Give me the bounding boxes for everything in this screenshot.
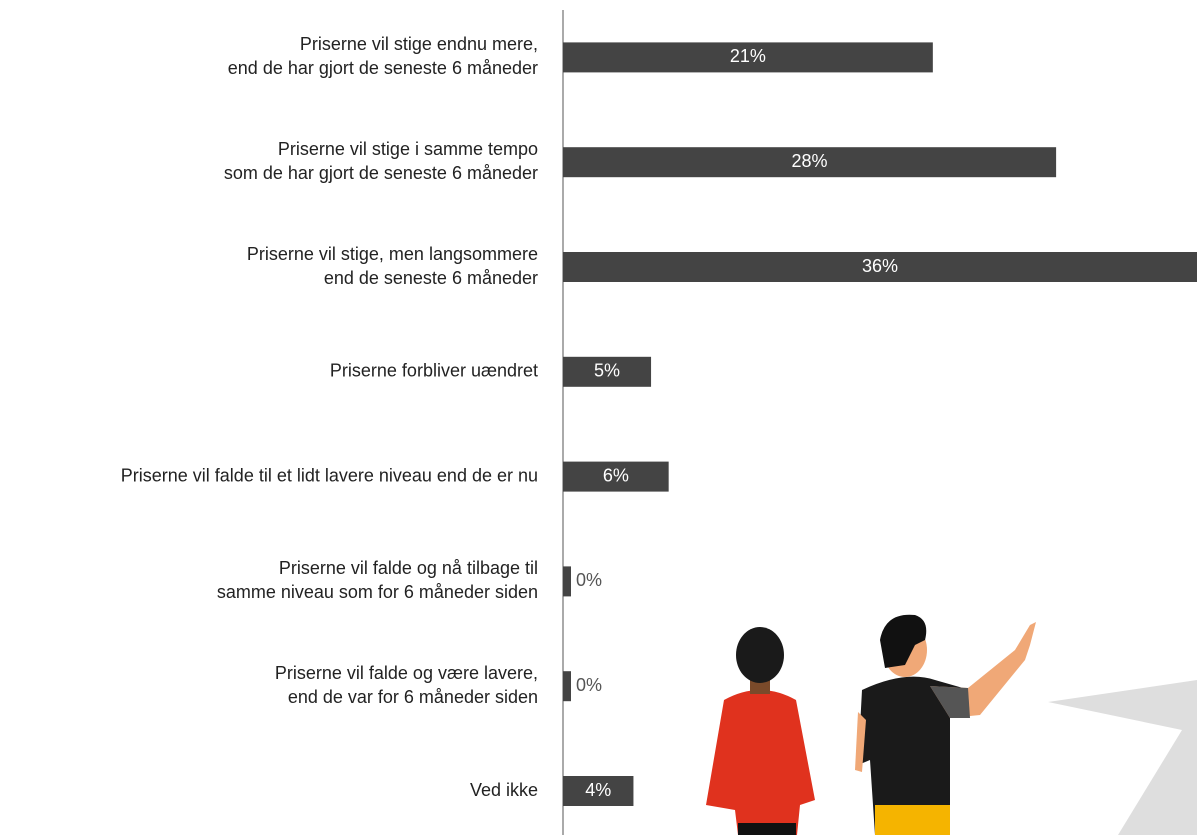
bar <box>563 42 933 73</box>
category-label: end de var for 6 måneder siden <box>288 687 538 707</box>
category-label: Priserne vil falde og være lavere, <box>275 663 538 683</box>
value-label: 4% <box>585 780 611 800</box>
category-label: Priserne vil stige, men langsommere <box>247 244 538 264</box>
person-hand <box>855 712 866 772</box>
category-label: Priserne vil stige endnu mere, <box>300 34 538 54</box>
value-label: 6% <box>603 465 629 485</box>
light-beam <box>1048 680 1197 835</box>
illustration <box>706 614 1197 835</box>
bar <box>563 147 1057 178</box>
category-label: Priserne vil stige i samme tempo <box>278 139 538 159</box>
value-label: 0% <box>576 675 602 695</box>
category-label: Priserne vil falde til et lidt lavere ni… <box>121 465 538 485</box>
person-sleeve <box>930 686 970 718</box>
value-label: 0% <box>576 570 602 590</box>
value-label: 28% <box>792 151 828 171</box>
bar <box>563 566 571 597</box>
bar <box>563 252 1197 282</box>
person-pants <box>738 823 796 835</box>
bar <box>563 461 669 492</box>
bar <box>563 356 652 387</box>
category-label: som de har gjort de seneste 6 måneder <box>224 163 538 183</box>
category-label: end de seneste 6 måneder <box>324 268 538 288</box>
person-pants <box>875 805 950 835</box>
category-label: Priserne vil falde og nå tilbage til <box>279 558 538 578</box>
person-hair <box>736 627 784 683</box>
person-shirt <box>858 676 970 835</box>
bar <box>563 776 634 806</box>
value-label: 5% <box>594 361 620 381</box>
category-label: samme niveau som for 6 måneder siden <box>217 582 538 602</box>
person-shirt <box>706 690 815 835</box>
value-label: 21% <box>730 46 766 66</box>
category-label: end de har gjort de seneste 6 måneder <box>228 58 538 78</box>
person-hair <box>880 614 927 668</box>
category-label: Priserne forbliver uændret <box>330 361 538 381</box>
value-label: 36% <box>862 256 898 276</box>
category-label: Ved ikke <box>470 780 538 800</box>
bar <box>563 671 571 702</box>
